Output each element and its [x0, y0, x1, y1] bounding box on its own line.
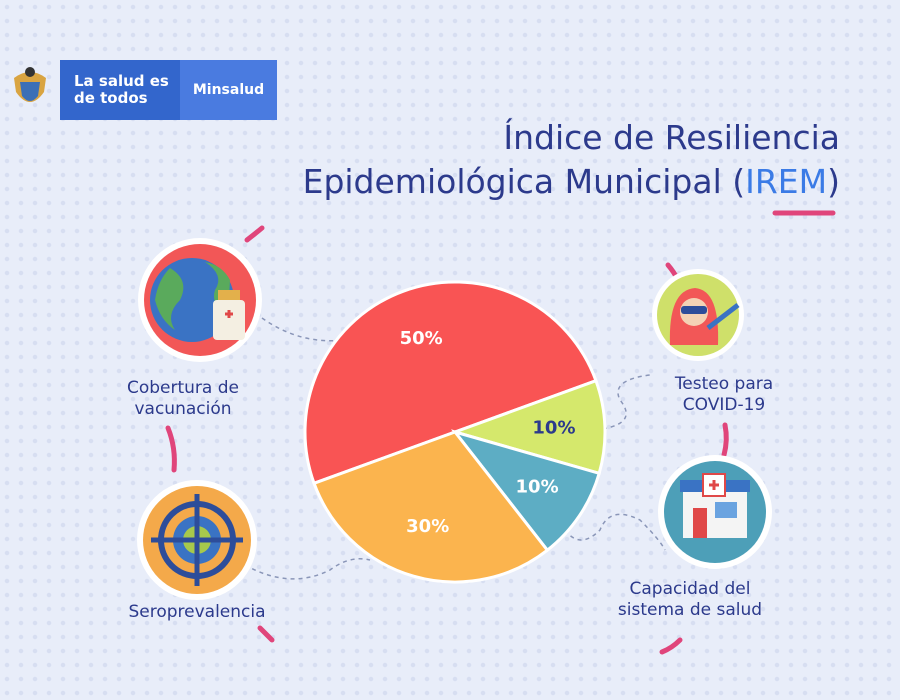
slice-label: 10% — [516, 476, 559, 497]
slice-label: 30% — [406, 516, 449, 537]
icon-seroprevalence — [137, 480, 257, 600]
icon-testing — [652, 269, 744, 361]
icon-health-system — [658, 455, 772, 569]
connector — [244, 317, 666, 580]
category-label: Cobertura de vacunación — [126, 378, 239, 419]
category-label: Testeo para COVID-19 — [674, 374, 774, 415]
title-text: Epidemiológica Municipal ( — [302, 162, 746, 201]
slice-label: 10% — [532, 418, 575, 439]
slice-label: 50% — [400, 328, 443, 349]
title-text: ) — [827, 162, 840, 201]
pie-slice — [312, 430, 550, 584]
category-label: Seroprevalencia — [128, 602, 266, 622]
category-label: Capacidad del sistema de salud — [617, 579, 763, 620]
title-line: Epidemiológica Municipal (IREM) — [303, 160, 840, 204]
brand-slogan: La salud es de todos — [60, 60, 180, 120]
decoration — [165, 210, 836, 655]
pie-slice — [450, 429, 602, 553]
title-line: Índice de Resiliencia — [503, 118, 840, 157]
brand-name: Minsalud — [180, 60, 277, 120]
icon-vaccination — [138, 238, 262, 362]
coat-of-arms — [14, 67, 46, 102]
pie-slice — [303, 280, 598, 486]
pie-slice — [450, 378, 607, 476]
pie: 50% 10% 10% 30% — [303, 280, 607, 584]
title-acronym: IREM — [745, 162, 828, 201]
